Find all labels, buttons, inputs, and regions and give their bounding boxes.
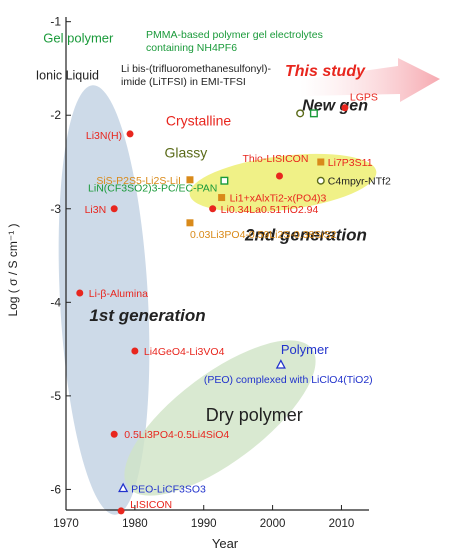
point-label-li0-34la0-51tio2-94: Li0.34La0.51TiO2.94 <box>221 204 319 216</box>
x-tick-label: 2010 <box>329 518 355 530</box>
point-label-li-bis-trifluoromethanesulfonyl-imide-litfsi-in-emi-tfsi: Li bis-(trifluoromethanesulfonyl)-imide … <box>121 63 271 88</box>
point-label-0-5li3po4-0-5li4sio4: 0.5Li3PO4-0.5Li4SiO4 <box>124 429 229 441</box>
region-label-dry: Dry polymer <box>206 405 303 425</box>
y-tick-label: -4 <box>50 295 61 309</box>
region-ellipse-second-generation <box>189 153 377 213</box>
region-label-second: 2nd generation <box>244 226 367 245</box>
point-label-li1-xalxti2-x-po4-3: Li1+xAlxTi2-x(PO4)3 <box>230 193 327 205</box>
point-c4mpyr-ntf2 <box>316 176 325 185</box>
point-li4geo4-li3vo4 <box>131 347 139 355</box>
point-thio-lisicon <box>275 172 283 180</box>
point-peo-complexed-with-liclo4-tio2 <box>275 359 286 369</box>
point-peo-licf3so3 <box>118 482 129 493</box>
y-axis-title: Log ( σ / S cm⁻¹ ) <box>6 223 20 316</box>
new-generation-arrow <box>300 58 440 102</box>
y-tick-label: -1 <box>50 15 61 29</box>
point-label-thio-lisicon: Thio-LISICON <box>242 153 308 165</box>
region-label-gel: Gel polymer <box>43 30 114 45</box>
point-li7p3s11 <box>317 158 325 166</box>
point-label-peo-licf3so3: PEO-LiCF3SO3 <box>131 483 206 495</box>
y-tick-label: -3 <box>50 202 61 216</box>
point-label-li3n: Li3N <box>85 204 107 216</box>
point-label-lisicon: LISICON <box>130 499 172 511</box>
point-label-li4geo4-li3vo4: Li4GeO4-Li3VO4 <box>144 346 225 358</box>
point-0-03li3po4-0-59li2s-0-38sis2 <box>186 219 194 227</box>
region-ellipse-first-generation <box>58 85 150 515</box>
x-tick-label: 1970 <box>53 518 79 530</box>
point-label-peo-complexed-with-liclo4-tio2: (PEO) complexed with LiClO4(TiO2) <box>204 374 373 386</box>
point-li1-xalxti2-x-po4-3 <box>218 194 226 202</box>
region-label-crystalline: Crystalline <box>166 113 232 129</box>
point-lin-cf3so2-3-pc-ec-pan <box>220 176 229 185</box>
point-li0-34la0-51tio2-94 <box>209 205 217 213</box>
point-label-pmma-based-polymer-gel-electrolytes-containing-nh4pf6: PMMA-based polymer gel electrolytes conta… <box>146 29 323 54</box>
point-label-0-03li3po4-0-59li2s-0-38sis2: 0.03Li3PO4-0.59Li2S-0.38SiS2 <box>190 229 337 241</box>
x-axis-title: Year <box>212 536 239 551</box>
x-tick-label: 2000 <box>260 518 286 530</box>
point-label-li3n-h: Li3N(H) <box>86 130 122 142</box>
y-tick-label: -6 <box>50 482 61 496</box>
point-label-li7p3s11: Li7P3S11 <box>328 157 373 169</box>
region-label-polymer: Polymer <box>281 342 329 357</box>
point-label-sis-p2s5-li2s-lii: SiS-P2S5-Li2S-LiI <box>96 175 181 187</box>
point-0-5li3po4-0-5li4sio4 <box>110 430 118 438</box>
point-lgps <box>341 104 349 112</box>
region-label-new: New gen <box>302 98 368 115</box>
point-label-li-alumina: Li-β-Alumina <box>89 288 148 300</box>
point-li-alumina <box>76 289 84 297</box>
y-tick-label: -2 <box>50 108 61 122</box>
x-tick-label: 1990 <box>191 518 217 530</box>
point-li3n-h <box>126 130 134 138</box>
point-label-lin-cf3so2-3-pc-ec-pan: LiN(CF3SO2)3-PC/EC-PAN <box>88 183 217 195</box>
point-lisicon <box>117 507 125 515</box>
point-label-c4mpyr-ntf2: C4mpyr-NTf2 <box>328 176 391 188</box>
x-tick-label: 1980 <box>122 518 148 530</box>
point-li-bis-trifluoromethanesulfonyl-imide-litfsi-in-emi-tfsi <box>296 109 305 118</box>
point-li3n <box>110 205 118 213</box>
point-pmma-based-polymer-gel-electrolytes-containing-nh4pf6 <box>309 109 318 118</box>
region-label-glassy: Glassy <box>164 144 207 160</box>
region-label-study: This study <box>285 63 366 80</box>
region-label-first: 1st generation <box>89 306 205 325</box>
y-tick-label: -5 <box>50 389 61 403</box>
region-ellipse-dry-polymer <box>124 340 316 496</box>
point-label-lgps: LGPS <box>350 92 378 104</box>
region-label-ionic: Ionic Liquid <box>36 69 99 83</box>
point-sis-p2s5-li2s-lii <box>186 176 194 184</box>
